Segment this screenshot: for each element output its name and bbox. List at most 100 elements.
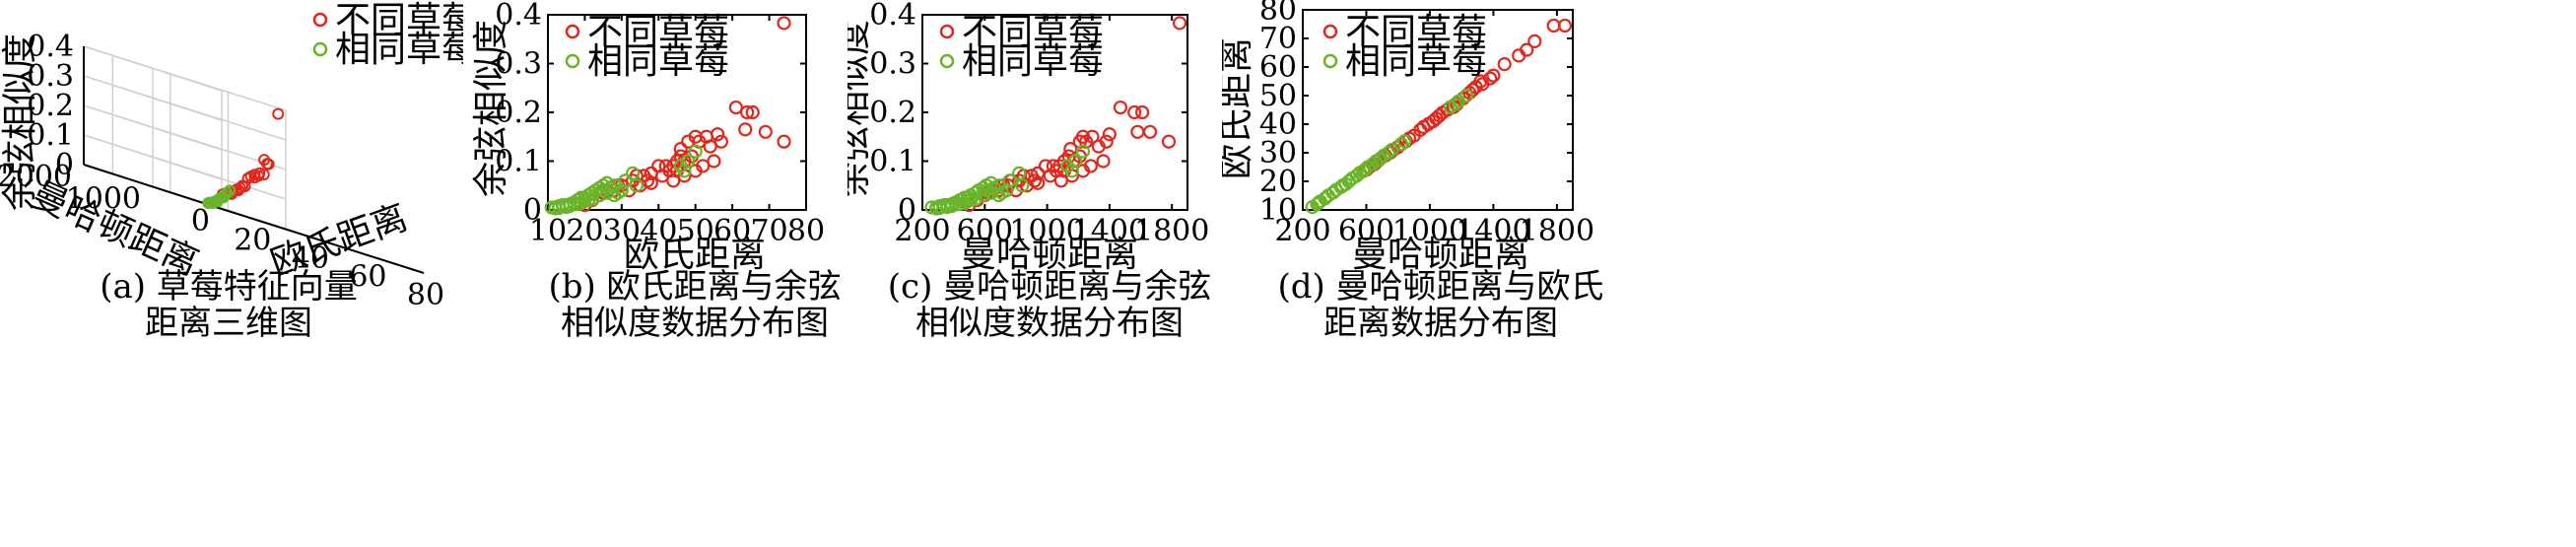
y-axis-label: 欧氏距离: [1222, 37, 1256, 179]
y-axis-label: 余弦相似度: [847, 20, 874, 197]
x-axis-label: 曼哈顿距离: [961, 235, 1138, 275]
data-point: [1527, 34, 1542, 49]
x-tick-label: 30: [603, 214, 641, 248]
x-tick-label: 60: [349, 259, 386, 294]
y-tick-label: 10: [1259, 193, 1297, 228]
x-tick-label: 1800: [1520, 214, 1594, 248]
data-point: [991, 188, 1006, 203]
caption-line2: 相似度数据分布图: [915, 304, 1184, 343]
panel-a-3d-scatter: 0 0.1 0.2 0.3 0.4 0 1000 2000 20 40 60 80 余弦相似度 曼哈顿…: [0, 0, 477, 543]
grid-line: [83, 45, 287, 111]
data-point: [944, 198, 960, 214]
x-tick-label: 20: [234, 223, 271, 257]
x-tick-label: 80: [787, 214, 825, 248]
legend: 不同草莓 相同草莓: [939, 12, 1104, 82]
data-point: [677, 164, 692, 178]
data-point: [1172, 16, 1187, 31]
x-tick-label: 20: [566, 214, 603, 248]
y-tick-label: 0.4: [495, 0, 542, 33]
data-point: [707, 154, 721, 169]
data-point: [673, 142, 688, 157]
y-tick-label: 0.2: [495, 96, 542, 130]
x-axis-line: [221, 208, 425, 274]
data-point: [963, 193, 979, 208]
x-tick-label: 600: [957, 214, 1013, 248]
y-tick-label: 0.1: [869, 145, 916, 179]
x-tick-label: 60: [713, 214, 751, 248]
data-point: [745, 104, 760, 120]
data-point: [1448, 97, 1462, 111]
caption-line1: (a) 草莓特征向量: [100, 267, 358, 307]
y-tick-label: 0.3: [869, 47, 916, 82]
legend-marker-different: [312, 12, 328, 28]
z-tick-label: 0.4: [27, 30, 74, 64]
y-tick-label: 2000: [0, 160, 72, 194]
data-point: [1091, 139, 1106, 154]
legend: 不同草莓 相同草莓: [312, 0, 477, 70]
legend-marker-same: [312, 41, 328, 57]
data-point: [1130, 124, 1145, 139]
data-point: [1002, 173, 1017, 188]
data-point: [644, 175, 658, 190]
data-point: [548, 201, 563, 216]
data-point: [1397, 134, 1412, 149]
y-tick-label: 30: [1259, 136, 1297, 171]
z-tick-label: 0.3: [27, 59, 74, 94]
data-point: [728, 100, 743, 115]
data-point: [1102, 127, 1117, 142]
data-point: [740, 104, 755, 120]
caption-line1: (d) 曼哈顿距离与欧氏: [1277, 267, 1603, 307]
y-tick-label: 20: [1259, 165, 1297, 199]
y-tick-label: 0.1: [495, 145, 542, 179]
y-tick-label: 0.2: [869, 96, 916, 130]
data-point: [262, 158, 275, 171]
data-point: [1161, 134, 1177, 149]
legend-marker-same: [1322, 53, 1338, 69]
y-tick-label: 1000: [66, 182, 141, 217]
x-tick-label: 1400: [1456, 214, 1530, 248]
data-point: [738, 122, 753, 137]
data-point: [1473, 74, 1488, 89]
grid-line: [83, 75, 287, 141]
data-point: [1030, 166, 1046, 180]
data-point: [1064, 164, 1080, 178]
data-point: [1142, 124, 1158, 139]
data-point: [1113, 100, 1128, 115]
z-axis-label: 余弦相似度: [0, 34, 40, 211]
legend-label-different: 不同草莓: [962, 12, 1104, 52]
y-tick-label: 0: [191, 204, 210, 239]
legend-label-same: 相同草莓: [587, 41, 729, 82]
data-point: [1416, 119, 1431, 134]
data-point: [1096, 154, 1111, 169]
legend-marker-different: [939, 24, 955, 39]
data-point: [1381, 145, 1396, 161]
data-point: [929, 201, 944, 216]
legend-label-different: 不同草莓: [335, 0, 463, 40]
y-tick-label: 0.4: [869, 0, 916, 33]
x-tick-label: 50: [677, 214, 714, 248]
data-point: [224, 184, 237, 197]
legend-label-same: 相同草莓: [962, 41, 1104, 82]
data-point: [666, 173, 681, 188]
data-point: [1075, 144, 1091, 159]
legend: 不同草莓 相同草莓: [1322, 12, 1487, 82]
legend-label-different: 不同草莓: [587, 12, 729, 52]
plot-area: 10 20 30 40 50 60 70 80 0 0.1 0.2 0.3 0.4: [495, 0, 825, 248]
y-tick-label: 60: [1259, 50, 1297, 85]
x-axis-label: 欧氏距离: [624, 235, 766, 275]
data-point: [703, 139, 717, 154]
y-tick-label: 50: [1259, 79, 1297, 113]
data-point: [1030, 175, 1046, 190]
caption-line1: (c) 曼哈顿距离与余弦: [888, 267, 1211, 307]
data-point: [625, 166, 641, 180]
x-tick-label: 40: [292, 241, 329, 276]
data-point: [758, 124, 773, 139]
panel-b-scatter: 10 20 30 40 50 60 70 80 0 0.1 0.2 0.3 0.4 余弦相似度 欧氏距离…: [463, 0, 847, 543]
data-point: [1372, 153, 1387, 168]
chart-b-svg: 10 20 30 40 50 60 70 80 0 0.1 0.2 0.3 0.4 余弦相似度 欧氏距离…: [471, 0, 842, 343]
caption-line1: (b) 欧氏距离与余弦: [548, 267, 841, 307]
y-tick-label: 80: [1259, 0, 1297, 28]
